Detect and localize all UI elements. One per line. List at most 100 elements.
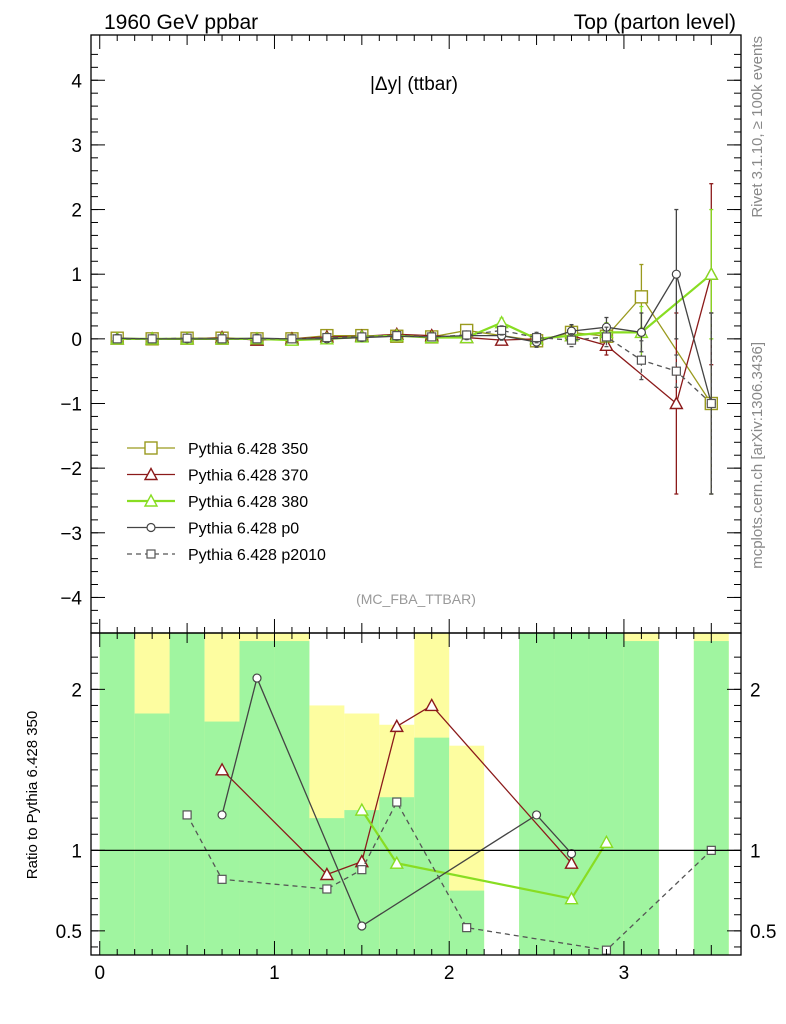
y-tick-label: −1 — [60, 394, 82, 415]
legend-entry-pythia-6-428-350: Pythia 6.428 350 — [127, 441, 308, 458]
series-line — [117, 329, 712, 404]
legend-label: Pythia 6.428 p2010 — [188, 547, 326, 564]
ratio-data-point — [252, 673, 262, 683]
data-point — [322, 332, 332, 343]
legend-entry-pythia-6-428-370: Pythia 6.428 370 — [127, 467, 308, 485]
y-tick-label: 3 — [71, 136, 82, 157]
series-pythia-6-428-350 — [110, 263, 718, 495]
ratio-inner-band — [554, 633, 589, 955]
data-point — [636, 327, 647, 337]
data-point — [497, 325, 507, 336]
ratio-series-pythia-6-428-p0 — [217, 673, 577, 931]
ratio-inner-band — [379, 797, 415, 955]
ratio-y-tick-label: 1 — [71, 841, 82, 862]
ratio-inner-band — [204, 721, 240, 955]
ratio-data-point — [214, 762, 230, 776]
ratio-inner-band — [99, 633, 135, 955]
data-point — [601, 332, 612, 342]
ratio-y-tick-label-right: 1 — [750, 841, 761, 862]
legend-entry-pythia-6-428-p0: Pythia 6.428 p0 — [127, 521, 299, 538]
ratio-inner-band — [134, 713, 170, 955]
data-point — [634, 290, 649, 304]
legend-label: Pythia 6.428 370 — [188, 468, 308, 485]
series-line — [117, 273, 712, 342]
legend-entry-pythia-6-428-p2010: Pythia 6.428 p2010 — [127, 547, 326, 564]
ratio-inner-band — [169, 633, 205, 955]
ratio-y-tick-label: 0.5 — [56, 922, 82, 943]
legend-marker — [143, 467, 159, 481]
ratio-data-point — [424, 697, 439, 712]
ratio-data-point — [599, 834, 614, 848]
rivet-version-label: Rivet 3.1.10, ≥ 100k events — [749, 36, 766, 218]
legend: Pythia 6.428 350 Pythia 6.428 370 Pythia 6… — [127, 441, 326, 564]
ratio-y-tick-label: 2 — [71, 680, 82, 701]
data-point — [566, 335, 577, 345]
legend-marker — [146, 549, 156, 559]
data-point — [706, 398, 716, 409]
data-point — [671, 366, 681, 376]
x-tick-label: 3 — [619, 963, 630, 984]
legend-entry-pythia-6-428-380: Pythia 6.428 380 — [127, 493, 308, 511]
ratio-data-point — [389, 718, 404, 733]
ratio-data-point — [564, 855, 579, 869]
y-tick-label: 0 — [71, 330, 82, 351]
y-tick-label: −2 — [60, 459, 82, 480]
ratio-inner-band — [414, 737, 450, 955]
ratio-data-point — [462, 923, 472, 933]
data-point — [287, 334, 297, 344]
data-point — [252, 334, 262, 344]
ratio-data-point — [564, 891, 579, 905]
ratio-series-line — [221, 704, 572, 876]
ratio-data-point — [357, 865, 367, 875]
ratio-data-point — [357, 921, 367, 931]
ratio-y-axis-label: Ratio to Pythia 6.428 350 — [24, 711, 41, 879]
legend-label: Pythia 6.428 380 — [188, 494, 308, 511]
legend-label: Pythia 6.428 p0 — [188, 521, 299, 538]
ratio-uncertainty-bands — [99, 633, 729, 955]
analysis-label: (MC_FBA_TTBAR) — [356, 591, 476, 607]
legend-label: Pythia 6.428 350 — [188, 441, 308, 458]
mcplots-credit-label: mcplots.cern.ch [arXiv:1306.3436] — [749, 342, 766, 569]
data-point — [147, 334, 157, 344]
data-point — [217, 334, 227, 344]
header-left-label: 1960 GeV ppbar — [104, 11, 258, 34]
ratio-data-point — [354, 802, 370, 816]
data-point — [357, 332, 367, 342]
ratio-series-line — [186, 800, 712, 951]
chart-axes: −4 −3 −2 −1 0 1 2 3 4 0.5 0.5 1 1 2 2 0 1 2 3 — [56, 34, 776, 984]
ratio-data-point — [217, 874, 227, 884]
data-point — [671, 269, 681, 279]
ratio-data-point — [322, 884, 332, 894]
data-point — [182, 333, 192, 343]
x-tick-label: 0 — [94, 963, 105, 984]
data-point — [392, 331, 402, 341]
ratio-y-tick-label-right: 0.5 — [750, 922, 776, 943]
ratio-y-tick-label-right: 2 — [750, 680, 761, 701]
ratio-data-point — [531, 810, 542, 820]
series-line — [117, 295, 712, 404]
ratio-data-point — [182, 810, 192, 820]
y-tick-label: −3 — [60, 524, 82, 545]
ratio-data-point — [319, 867, 335, 881]
ratio-series-pythia-6-428-370 — [214, 697, 579, 881]
series-pythia-6-428-p2010 — [112, 312, 716, 495]
ratio-inner-band — [623, 641, 659, 955]
main-plot-title: |Δy| (ttbar) — [370, 74, 458, 95]
legend-marker — [143, 493, 159, 507]
ratio-data-point — [389, 855, 404, 869]
ratio-plot-series — [182, 673, 716, 955]
ratio-inner-band — [519, 633, 555, 955]
data-point — [462, 330, 472, 340]
y-tick-label: 4 — [71, 71, 82, 92]
legend-marker — [144, 441, 158, 455]
x-tick-label: 2 — [444, 963, 455, 984]
data-point — [636, 355, 647, 365]
ratio-plot-frame — [90, 632, 742, 956]
data-point — [704, 266, 719, 280]
ratio-inner-band — [693, 641, 729, 955]
main-plot-series — [110, 183, 719, 495]
y-tick-label: −4 — [60, 588, 82, 609]
ratio-data-point — [566, 848, 577, 859]
x-tick-label: 1 — [269, 963, 280, 984]
